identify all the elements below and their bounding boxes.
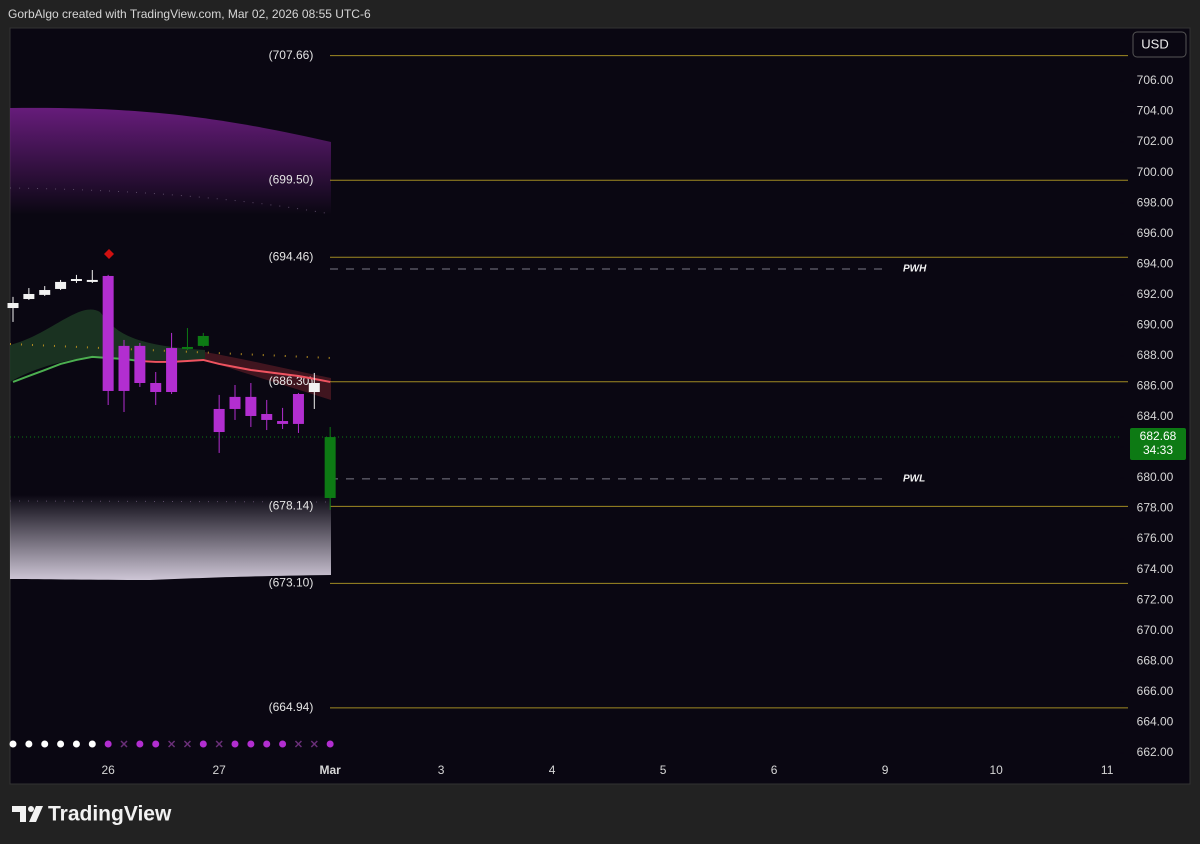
signal-dot [57,740,65,748]
candle-body [102,275,114,391]
y-tick-label: 704.00 [1137,104,1174,118]
candle-body [166,348,178,393]
candle-body [261,414,273,420]
y-tick-label: 696.00 [1137,226,1174,240]
y-tick-label: 694.00 [1137,256,1174,270]
signal-cross [215,740,223,748]
signal-cross [310,740,318,748]
x-tick-label: 6 [771,763,778,777]
x-tick-label: 26 [101,763,115,777]
level-label: (664.94) [269,700,314,714]
y-tick-label: 688.00 [1137,348,1174,362]
signal-dot [9,740,17,748]
button-frame[interactable] [1132,31,1187,58]
y-tick-label: 686.00 [1137,379,1174,393]
signal-dot [104,740,112,748]
prev-week-label: PWH [903,264,927,275]
logo-icon [29,806,43,822]
signal-dot [152,740,160,748]
x-tick-label: 5 [660,763,667,777]
candle-body [197,335,209,346]
y-tick-label: 666.00 [1137,684,1174,698]
prev-week-label: PWL [903,474,925,485]
upper-cloud [10,107,331,215]
last-price-box [1130,428,1186,461]
candle-body [70,279,82,282]
x-tick-label: 4 [549,763,556,777]
x-tick-label: 3 [438,763,445,777]
currency[interactable]: USD [1141,36,1168,51]
candle-body [324,437,336,498]
signal-diamond [104,249,114,259]
level-label: (673.10) [269,576,314,590]
candle-body [277,421,289,424]
candle-body [7,302,19,309]
signal-cross [168,740,176,748]
logo-icon [28,806,34,812]
signal-dot [88,740,96,748]
signal-cross [183,740,191,748]
logo-icon [12,806,26,822]
candle-body [213,408,225,433]
y-tick-label: 698.00 [1137,195,1174,209]
x-tick-label: 11 [1101,763,1114,777]
candle-body [23,293,35,300]
brand: TradingView [48,803,172,826]
signal-dot [231,740,239,748]
candle-body [118,345,130,391]
signal-cross [120,740,128,748]
signal-cross [294,740,302,748]
y-tick-label: 670.00 [1137,623,1174,637]
candle-body [134,345,146,384]
signal-dot [247,740,255,748]
y-tick-label: 668.00 [1137,653,1174,667]
candle-body [229,396,241,409]
level-label: (699.50) [269,172,314,186]
signal-dot [41,740,49,748]
y-tick-label: 700.00 [1137,165,1174,179]
y-tick-label: 690.00 [1137,317,1174,331]
last-price-label: 682.68 [1140,429,1177,443]
red-ribbon [205,352,331,400]
signal-dot [279,740,287,748]
signal-dot [72,740,80,748]
y-tick-label: 662.00 [1137,745,1174,759]
y-tick-label: 664.00 [1137,714,1174,728]
y-tick-label: 684.00 [1137,409,1174,423]
countdown: 34:33 [1143,443,1173,457]
level-label: (694.46) [269,249,314,263]
signal-dot [263,740,271,748]
y-tick-label: 680.00 [1137,470,1174,484]
usd-button[interactable]: USD [1132,31,1187,58]
level-label: (678.14) [269,499,314,513]
candle-body [86,279,98,282]
candle-body [292,394,304,424]
x-tick-label: Mar [319,763,341,777]
y-tick-label: 672.00 [1137,592,1174,606]
lower-cloud [10,495,331,580]
y-tick-label: 678.00 [1137,501,1174,515]
candle-body [39,290,51,295]
x-tick-label: 9 [882,763,889,777]
y-tick-label: 674.00 [1137,562,1174,576]
signal-dot [199,740,207,748]
y-tick-label: 676.00 [1137,531,1174,545]
y-tick-label: 706.00 [1137,73,1174,87]
candle-body [308,383,320,393]
signal-dot [136,740,144,748]
candle-body [55,281,67,289]
y-tick-label: 692.00 [1137,287,1174,301]
x-tick-label: 10 [989,763,1003,777]
header: GorbAlgo created with TradingView.com, M… [8,7,371,21]
y-tick-label: 702.00 [1137,134,1174,148]
brand-logo: TradingView [12,803,172,826]
candle-body [245,396,257,416]
x-tick-label: 27 [212,763,226,777]
signal-dot [326,740,334,748]
signal-dot [25,740,33,748]
level-label: (707.66) [269,48,314,62]
candle-body [150,383,162,393]
candle-body [181,346,193,349]
